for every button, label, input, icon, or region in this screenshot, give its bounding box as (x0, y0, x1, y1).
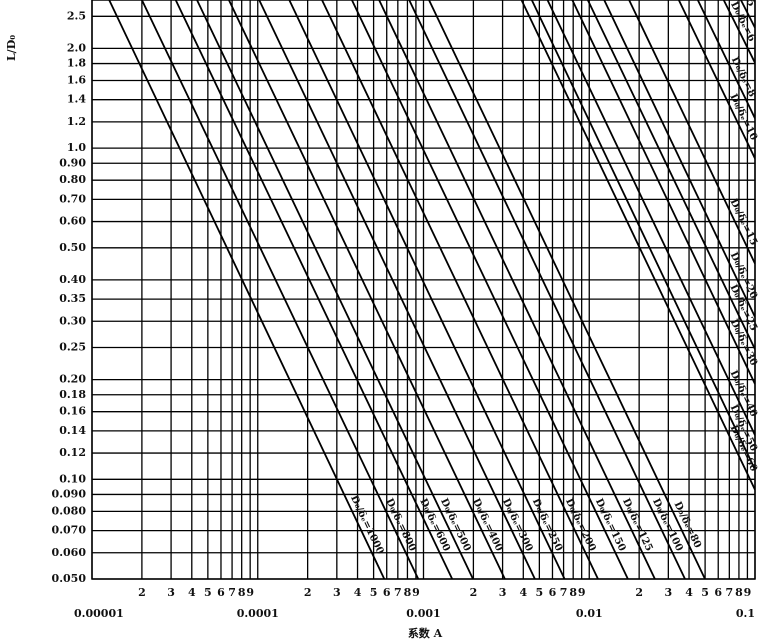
curve (408, 0, 686, 579)
y-tick-label: 1.2 (67, 115, 86, 128)
x-minor-tick-label: 7 (228, 586, 236, 599)
grid (91, 0, 756, 580)
curve (228, 0, 506, 579)
y-tick-label: 0.070 (52, 524, 87, 537)
y-tick-label: 0.50 (59, 241, 86, 254)
x-minor-tick-label: 3 (333, 586, 341, 599)
y-tick-label: 1.6 (67, 73, 86, 86)
curve (378, 0, 656, 579)
y-tick-label: 0.80 (59, 173, 86, 186)
curve (722, 0, 755, 64)
curve (530, 0, 755, 470)
y-tick-label: 0.90 (59, 156, 86, 169)
x-tick-label: 0.01 (576, 607, 603, 620)
x-minor-tick-label: 6 (549, 586, 557, 599)
y-tick-label: 2.5 (67, 9, 86, 22)
x-minor-tick-label: 8 (569, 586, 577, 599)
x-minor-tick-label: 8 (735, 586, 743, 599)
y-tick-label: 0.16 (59, 405, 86, 418)
x-minor-tick-label: 7 (394, 586, 402, 599)
x-minor-tick-label: 2 (304, 586, 312, 599)
y-tick-label: 0.080 (52, 504, 87, 517)
y-tick-label: 0.25 (59, 341, 86, 354)
curve (108, 0, 386, 579)
y-tick-label: 2.0 (67, 41, 86, 54)
curve (196, 0, 474, 579)
x-minor-tick-label: 2 (138, 586, 146, 599)
x-minor-tick-label: 4 (685, 586, 693, 599)
y-tick-label: 1.4 (67, 93, 86, 106)
x-tick-label: 0.0001 (237, 607, 279, 620)
y-tick-label: 0.050 (52, 572, 87, 585)
curve (677, 0, 755, 159)
x-minor-tick-label: 7 (560, 586, 568, 599)
labels: 0.0500.0600.0700.0800.0900.100.120.140.1… (52, 0, 760, 620)
x-minor-tick-label: 3 (665, 586, 673, 599)
curve-label: D₀/δₑ=250 (530, 497, 564, 553)
x-minor-tick-label: 8 (404, 586, 412, 599)
curves (108, 0, 755, 579)
y-tick-label: 0.40 (59, 273, 86, 286)
x-minor-tick-label: 5 (701, 586, 709, 599)
x-minor-tick-label: 6 (217, 586, 225, 599)
y-tick-label: 0.10 (59, 472, 86, 485)
x-minor-tick-label: 6 (714, 586, 722, 599)
x-minor-tick-label: 9 (412, 586, 420, 599)
curve (546, 0, 755, 436)
curve-label: D₀/δₑ=1000 (348, 494, 385, 557)
x-minor-tick-label: 9 (744, 586, 752, 599)
curve (351, 0, 629, 579)
y-tick-label: 1.8 (67, 57, 86, 70)
curve (174, 0, 454, 579)
x-minor-tick-label: 5 (370, 586, 378, 599)
x-minor-tick-label: 3 (167, 586, 175, 599)
curve (428, 0, 706, 579)
x-minor-tick-label: 2 (470, 586, 478, 599)
curve (258, 0, 536, 579)
x-minor-tick-label: 9 (246, 586, 254, 599)
y-tick-label: 0.12 (59, 446, 86, 459)
x-minor-tick-label: 4 (188, 586, 196, 599)
curve (740, 0, 755, 29)
x-minor-tick-label: 6 (383, 586, 391, 599)
x-minor-tick-label: 9 (578, 586, 586, 599)
x-tick-label: 0.1 (736, 607, 755, 620)
x-minor-tick-label: 3 (499, 586, 507, 599)
curve (288, 0, 566, 579)
curve (520, 0, 755, 491)
x-minor-tick-label: 5 (536, 586, 544, 599)
x-minor-tick-label: 8 (238, 586, 246, 599)
x-minor-tick-label: 7 (725, 586, 733, 599)
curve-label: D₀/δₑ=800 (383, 497, 418, 553)
curve (571, 0, 755, 385)
y-tick-label: 0.18 (59, 388, 86, 401)
curve (586, 0, 755, 350)
plot-frame (91, 0, 756, 580)
y-tick-label: 0.60 (59, 215, 86, 228)
curve (628, 0, 755, 264)
curve (141, 0, 420, 579)
curve (696, 0, 755, 119)
x-minor-tick-label: 4 (519, 586, 527, 599)
y-tick-label: 0.060 (52, 546, 87, 559)
y-tick-label: 1.0 (67, 141, 86, 154)
y-tick-label: 0.090 (52, 487, 87, 500)
x-axis-title: 系数 A (408, 626, 443, 640)
y-tick-label: 0.70 (59, 192, 86, 205)
y-tick-label: 0.35 (59, 292, 86, 305)
curve (603, 0, 755, 318)
x-tick-label: 0.001 (406, 607, 440, 620)
x-minor-tick-label: 2 (635, 586, 643, 599)
x-minor-tick-label: 4 (354, 586, 362, 599)
y-tick-label: 0.20 (59, 373, 86, 386)
y-tick-label: 0.14 (59, 424, 86, 437)
curve (321, 0, 599, 579)
y-axis-title: L/D₀ (5, 35, 18, 61)
y-tick-label: 0.30 (59, 314, 86, 327)
x-minor-tick-label: 5 (204, 586, 212, 599)
x-tick-label: 0.00001 (74, 607, 124, 620)
